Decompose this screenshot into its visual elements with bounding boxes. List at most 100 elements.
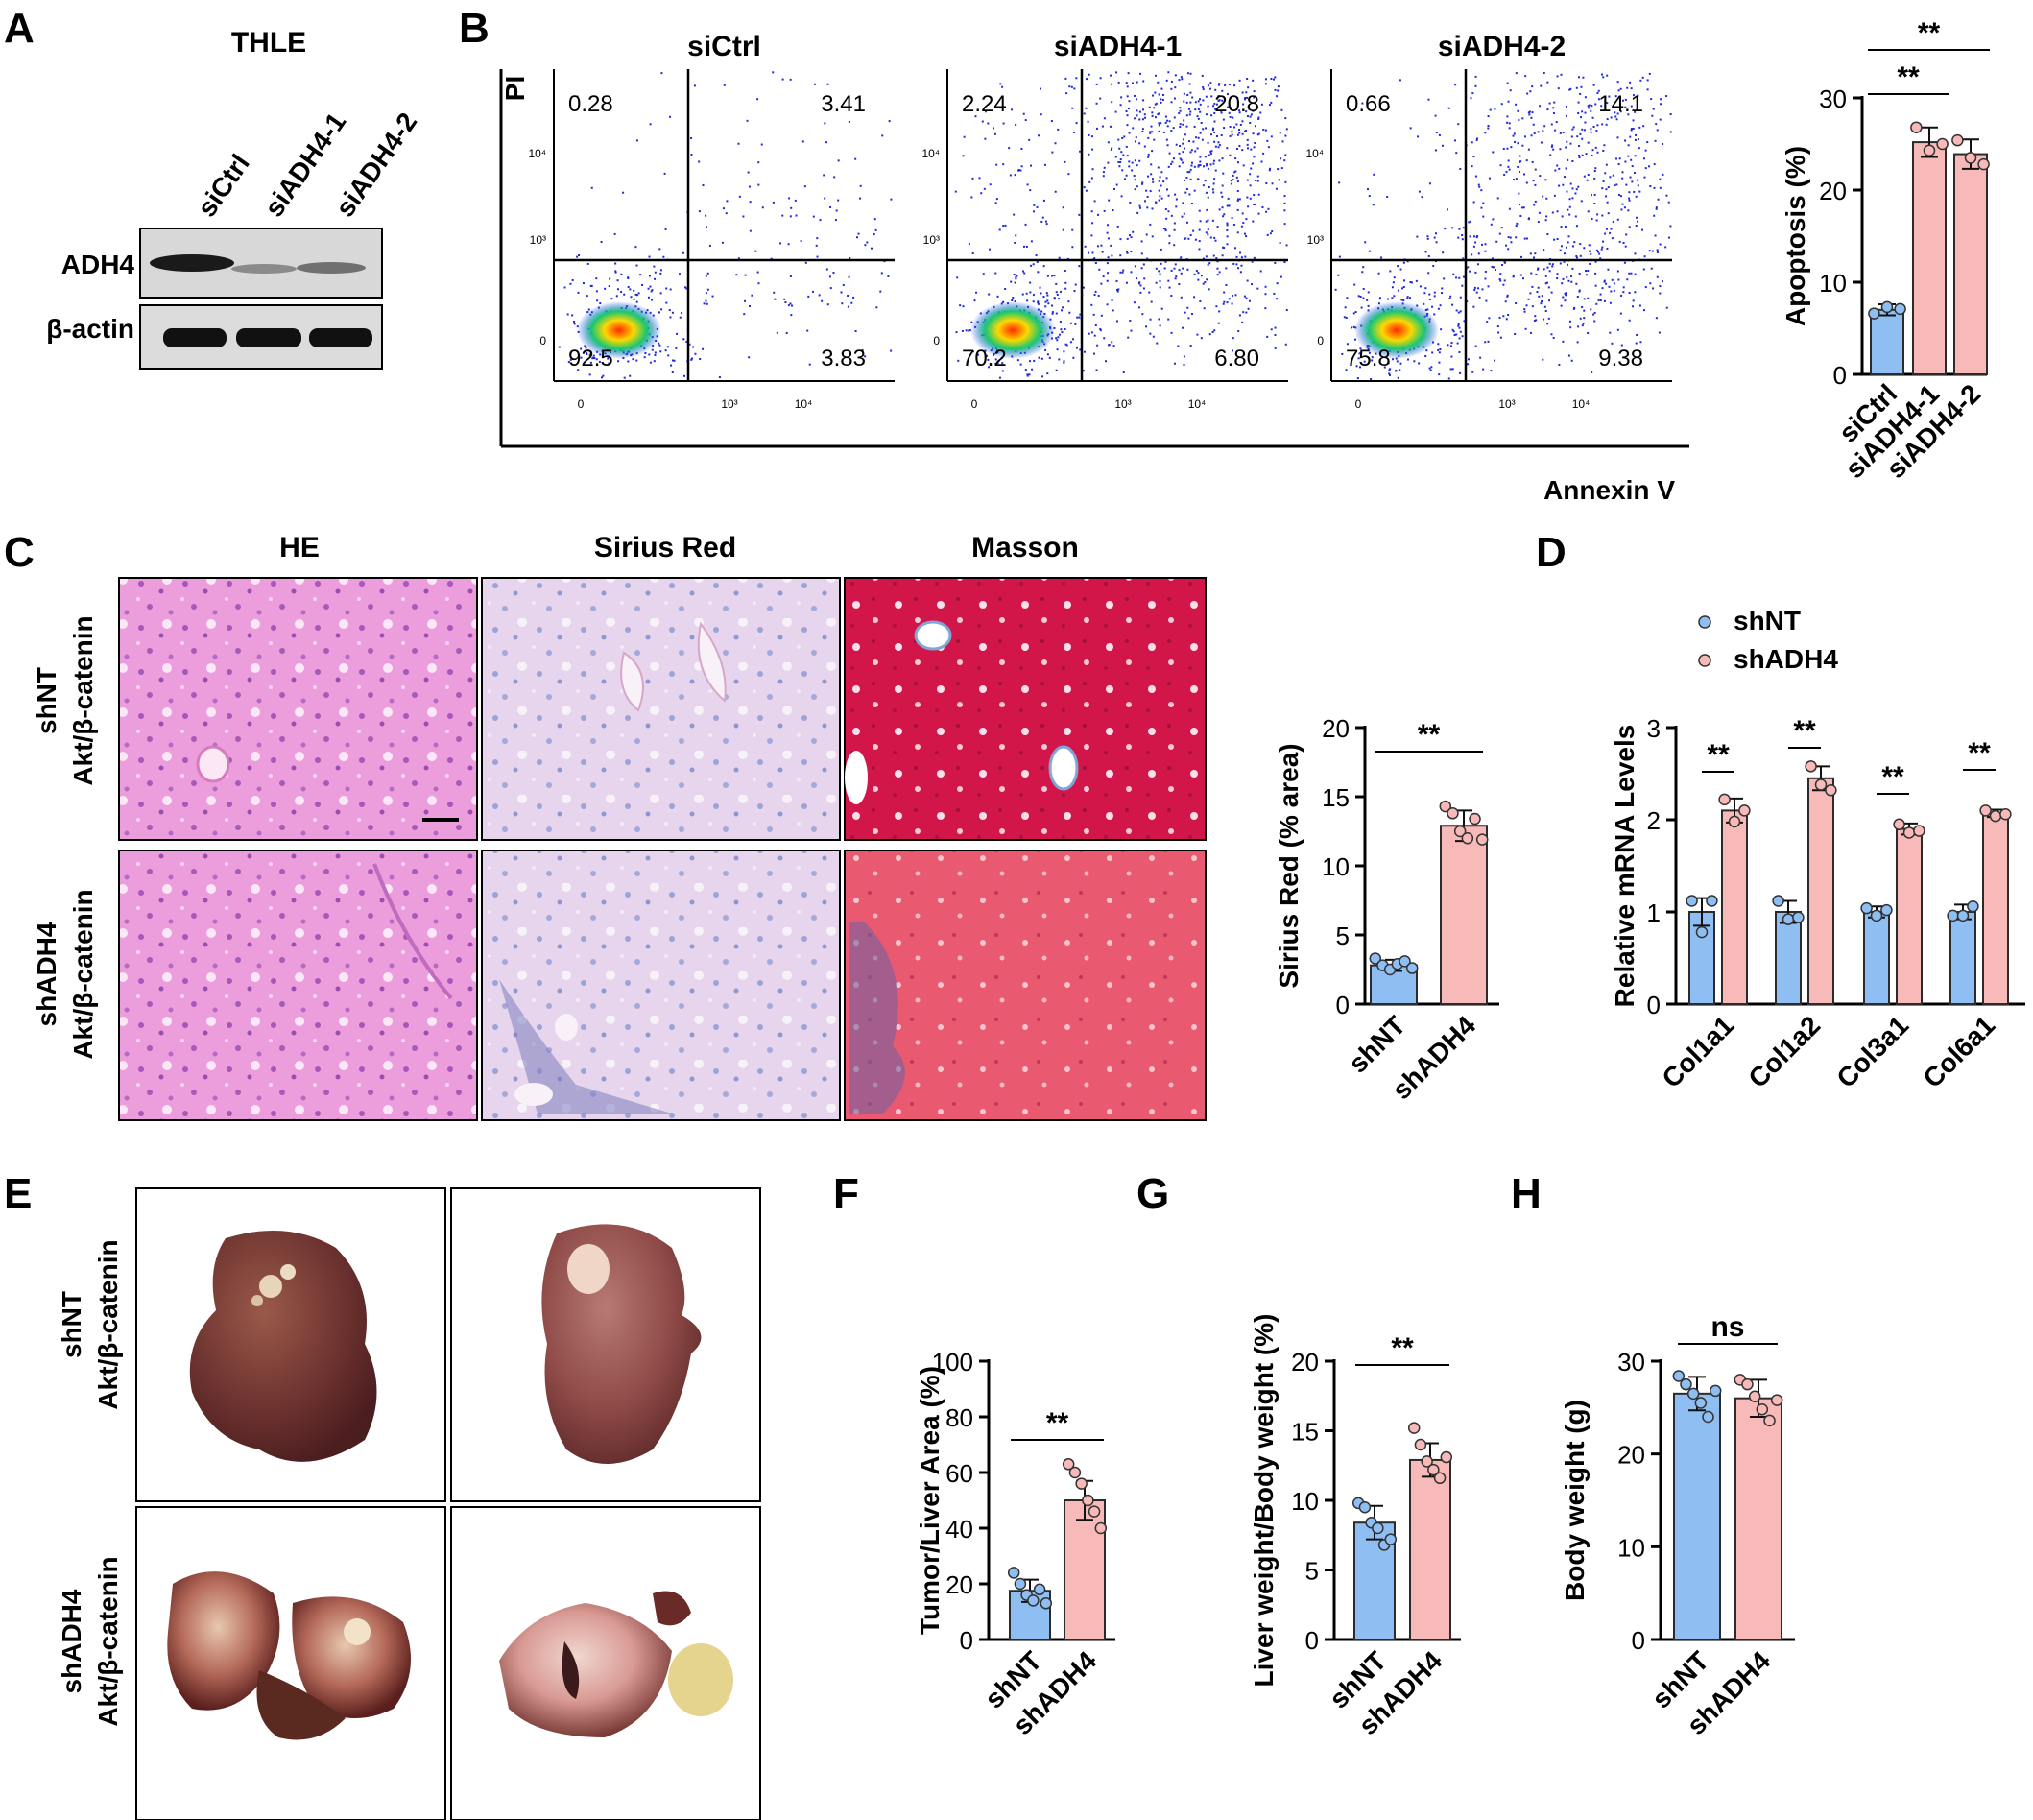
flow-event <box>1216 226 1219 228</box>
flow-event <box>1605 123 1608 126</box>
legend-marker <box>1698 654 1711 667</box>
flow-event <box>1562 340 1565 343</box>
flow-event <box>1639 361 1642 364</box>
flow-event <box>790 314 793 317</box>
flow-event <box>1053 275 1056 277</box>
flow-event <box>787 304 790 307</box>
flow-event <box>1165 217 1168 220</box>
panel-a: A THLE siCtrl siADH4-1 siADH4-2 ADH4 β-a… <box>4 5 422 370</box>
flow-event <box>1217 99 1220 102</box>
flow-event <box>1019 363 1022 366</box>
flow-event <box>1519 274 1522 276</box>
flow-event <box>1543 125 1546 128</box>
data-point <box>1956 909 1970 922</box>
flow-event <box>1217 141 1220 144</box>
flow-event <box>1552 148 1555 151</box>
flow-event <box>1136 98 1138 101</box>
flow-event <box>1514 332 1517 335</box>
quadrant-ur-value: 20.8 <box>1214 91 1259 117</box>
flow-event <box>1345 369 1348 371</box>
flow-event <box>1402 299 1405 302</box>
flow-event <box>1074 323 1077 325</box>
flow-event <box>1216 260 1219 263</box>
flow-event <box>773 291 776 294</box>
flow-event <box>694 352 697 355</box>
flow-event <box>1067 300 1070 303</box>
flow-event <box>1182 267 1184 270</box>
flow-event <box>679 316 682 319</box>
flow-event <box>1571 267 1574 270</box>
flow-event <box>1211 219 1214 222</box>
flow-event <box>1141 313 1144 316</box>
flow-event <box>1613 289 1615 292</box>
panel-letter-b: B <box>459 5 490 52</box>
flow-event <box>1455 276 1458 279</box>
flow-event <box>1337 274 1340 276</box>
flow-event <box>1254 203 1256 205</box>
flow-event <box>1393 295 1396 298</box>
flow-event <box>1587 105 1590 108</box>
flow-event <box>1158 124 1160 127</box>
flow-event <box>1149 190 1152 193</box>
flow-event <box>1418 362 1421 365</box>
flow-event <box>1011 299 1014 302</box>
flow-event <box>1184 191 1187 194</box>
flow-event <box>841 302 844 305</box>
flow-event <box>1541 300 1543 303</box>
flow-event <box>1253 203 1256 205</box>
flow-event <box>1229 154 1232 156</box>
flow-event <box>1590 109 1592 112</box>
flow-x-tick-label: 10³ <box>1114 397 1131 411</box>
flow-event <box>1594 103 1597 106</box>
flow-event <box>1110 148 1112 151</box>
flow-event <box>1159 324 1161 327</box>
flow-event <box>1232 337 1234 340</box>
flow-event <box>669 115 672 118</box>
flow-event <box>1628 292 1631 295</box>
flow-event <box>1136 114 1138 117</box>
flow-event <box>1655 317 1658 320</box>
flow-event <box>1032 300 1035 303</box>
flow-event <box>996 295 999 298</box>
flow-event <box>1189 168 1192 171</box>
flow-event <box>1111 341 1113 344</box>
flow-event <box>1623 261 1626 264</box>
flow-event <box>1650 267 1653 270</box>
flow-event <box>854 329 857 332</box>
flow-event <box>1099 327 1102 330</box>
flow-event <box>1182 123 1184 126</box>
flow-event <box>1148 291 1151 294</box>
flow-event <box>815 244 818 247</box>
flow-event <box>1578 145 1581 148</box>
flow-event <box>1637 138 1639 141</box>
flow-event <box>1543 318 1545 321</box>
flow-event <box>1150 125 1153 128</box>
flow-event <box>1586 179 1589 181</box>
flow-event <box>595 290 598 293</box>
flow-event <box>1174 277 1177 280</box>
flow-event <box>1475 137 1478 140</box>
flow-event <box>1252 162 1255 165</box>
flow-event <box>1147 136 1150 139</box>
flow-event <box>1463 320 1466 323</box>
flow-event <box>1158 93 1160 96</box>
flow-event <box>1153 107 1156 109</box>
flow-event <box>1284 134 1287 137</box>
flow-event <box>1214 145 1217 148</box>
flow-y-tick-label: 0 <box>933 334 940 347</box>
flow-event <box>1487 115 1490 118</box>
flow-event <box>1433 313 1436 316</box>
flow-event <box>1273 292 1276 295</box>
flow-event <box>1552 111 1555 114</box>
flow-event <box>1092 313 1095 316</box>
flow-event <box>1103 209 1106 212</box>
flow-event <box>1103 166 1106 169</box>
flow-event <box>1250 113 1253 116</box>
flow-event <box>1428 293 1431 296</box>
quadrant-lr-value: 9.38 <box>1598 346 1643 371</box>
flow-event <box>1631 305 1634 308</box>
flow-event <box>1630 87 1633 90</box>
flow-event <box>1167 318 1170 321</box>
flow-event <box>1612 220 1614 223</box>
flow-event <box>1068 85 1071 88</box>
